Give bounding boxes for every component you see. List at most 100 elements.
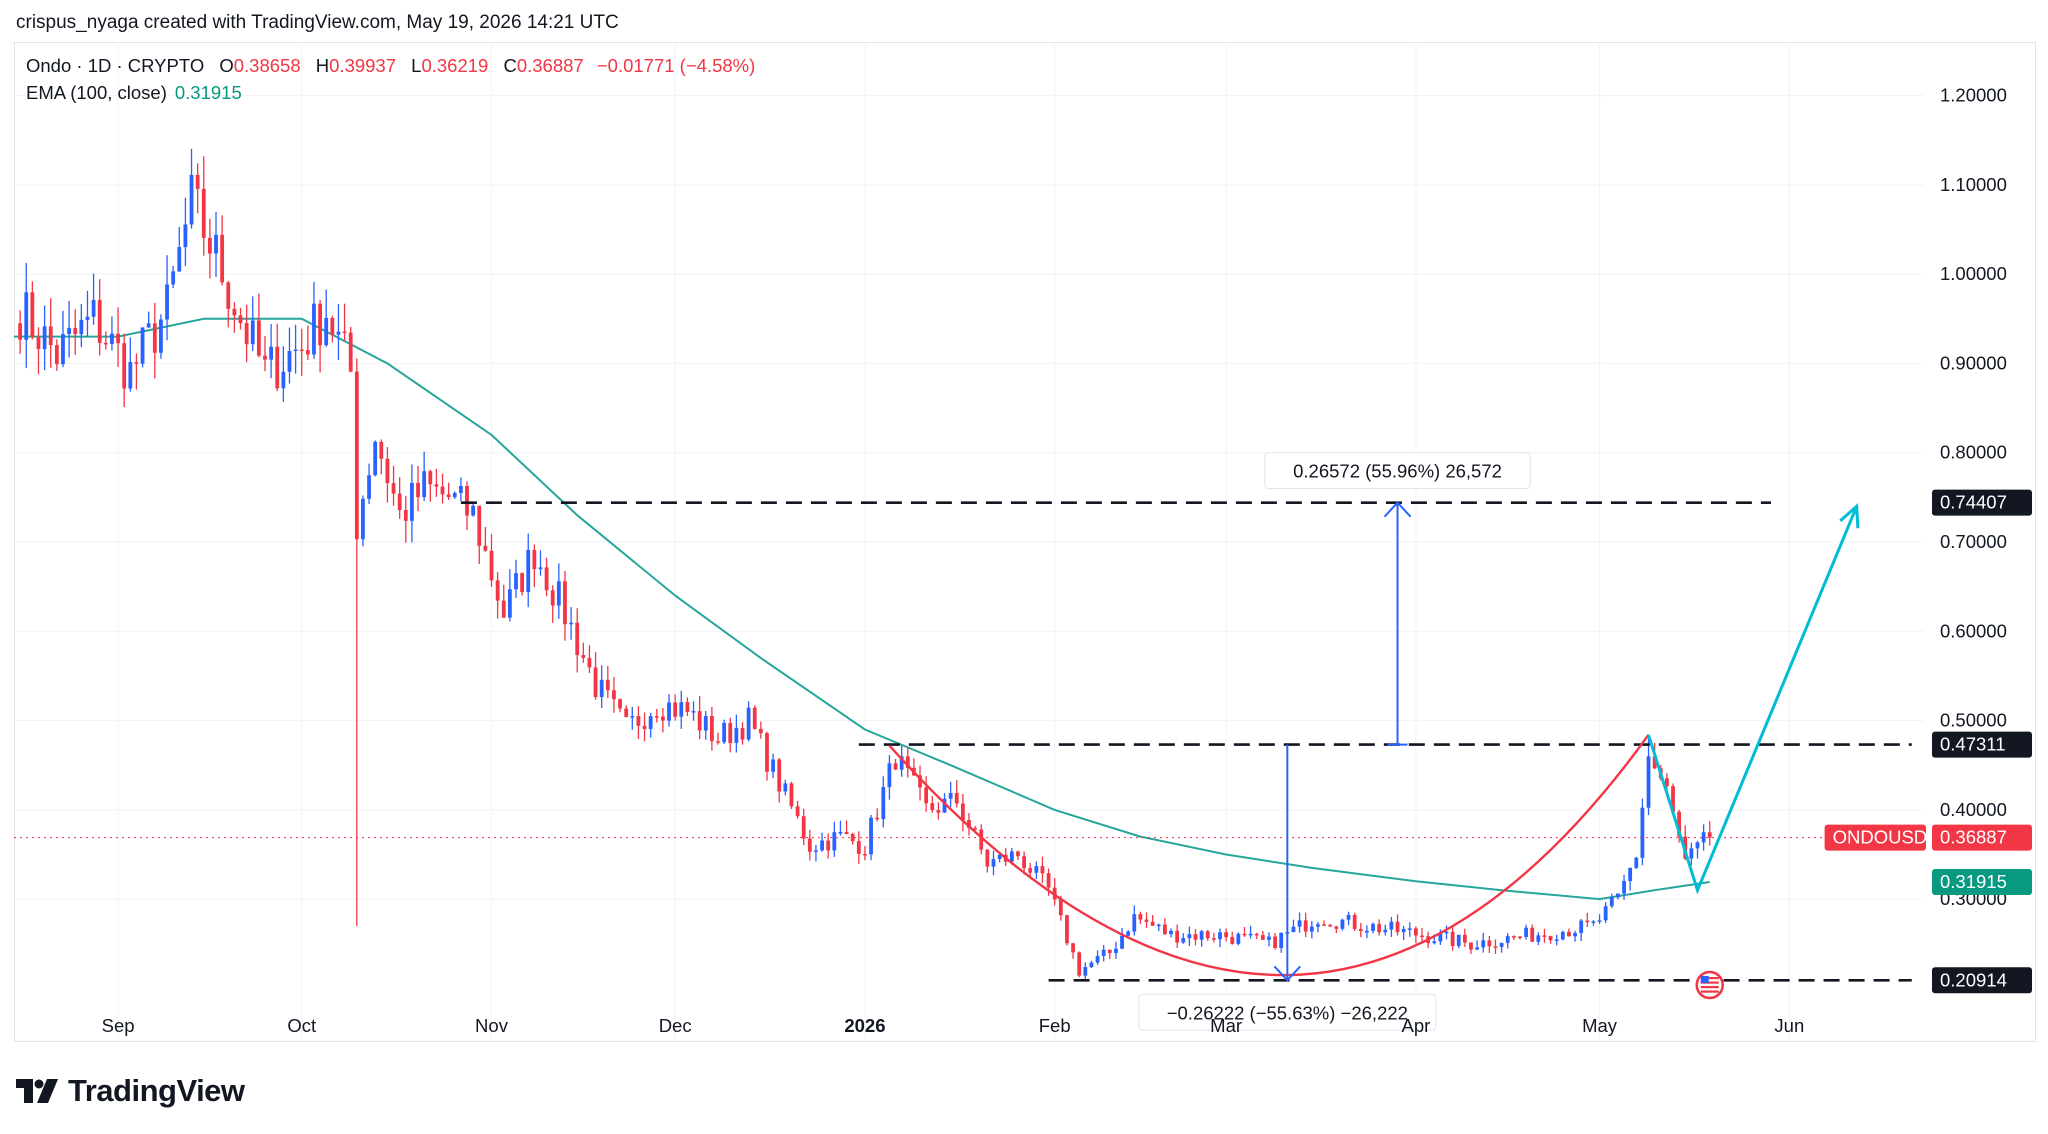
candle-body: [110, 333, 114, 344]
chart-legend: Ondo · 1D · CRYPTO O0.38658 H0.39937 L0.…: [26, 52, 755, 106]
candle-body: [691, 711, 696, 713]
candle-body: [997, 854, 1002, 860]
candle-body: [1132, 914, 1137, 932]
candle-body: [1542, 935, 1547, 937]
candle-body: [1695, 842, 1700, 849]
candle-body: [1303, 920, 1308, 932]
candle-body: [807, 838, 812, 852]
candle-body: [61, 334, 65, 365]
time-axis-layer: Sep Oct Nov Dec 2026 Feb Mar Apr May Jun: [102, 970, 1804, 1036]
candle-body: [936, 810, 941, 813]
candle-body: [1162, 924, 1167, 935]
candle-body: [422, 471, 427, 498]
candle-body: [201, 188, 206, 238]
price-tag-box: [1932, 869, 2032, 896]
candle-body: [263, 355, 267, 360]
candle-body: [716, 741, 720, 743]
candle-body: [960, 803, 965, 820]
price-axis-layer: 1.20000 1.10000 1.00000 0.90000 0.80000 0.700…: [1940, 85, 2007, 910]
candle-body: [336, 331, 341, 335]
candle-body: [556, 581, 561, 606]
candle-body: [18, 323, 23, 340]
candle-body: [501, 600, 506, 618]
candle-body: [1664, 778, 1669, 787]
candle-body: [1083, 967, 1088, 976]
candle-body: [128, 362, 133, 389]
candle-body: [538, 567, 543, 570]
candle-body: [740, 728, 745, 740]
candle-body: [1383, 929, 1388, 933]
drawings-layer: −0.26222 (−55.63%) −26,222 0.26572 (55.96…: [14, 452, 1924, 1031]
measure-down-label: −0.26222 (−55.63%) −26,222: [1138, 993, 1437, 1031]
x-tick-label: Dec: [659, 1015, 692, 1036]
candle-body: [1548, 936, 1553, 941]
legend-symbol[interactable]: Ondo · 1D · CRYPTO: [26, 55, 205, 76]
y-tick-label: 1.00000: [1940, 263, 2007, 284]
y-tick-label: 0.40000: [1940, 799, 2007, 820]
grid-layer: [14, 42, 1924, 1042]
candle-body: [220, 234, 225, 283]
candle-body: [281, 371, 286, 389]
candle-body: [832, 832, 837, 851]
x-tick-label: Oct: [287, 1015, 316, 1036]
candle-body: [985, 849, 990, 867]
candle-body: [1646, 756, 1651, 808]
measure-down-label-text: −0.26222 (−55.63%) −26,222: [1167, 1002, 1408, 1023]
candle-body: [1120, 935, 1124, 949]
candle-body: [1322, 924, 1326, 926]
tradingview-logo[interactable]: TradingView: [16, 1073, 245, 1109]
candle-body: [1279, 932, 1284, 948]
candle-body: [1046, 873, 1051, 888]
candle-body: [1493, 946, 1498, 948]
candle-body: [403, 510, 408, 521]
candle-body: [293, 349, 298, 352]
symbol-name-tag-text: ONDOUSD: [1833, 827, 1928, 848]
candle-body: [814, 850, 818, 852]
legend-low-label: L: [411, 55, 422, 76]
candle-body: [1677, 811, 1682, 837]
candle-body: [746, 707, 751, 740]
candle-body: [1616, 893, 1620, 898]
y-tick-label: 1.20000: [1940, 85, 2007, 106]
legend-ema-row: EMA (100, close) 0.31915: [26, 79, 755, 106]
candle-body: [214, 234, 218, 254]
candle-body: [1432, 941, 1437, 944]
candle-body: [734, 728, 739, 743]
candle-body: [575, 622, 580, 656]
price-tag: 0.36887: [1932, 824, 2032, 851]
candle-body: [973, 828, 978, 830]
candle-body: [97, 299, 102, 343]
candle-body: [899, 756, 904, 770]
candle-body: [924, 787, 929, 804]
candle-body: [103, 342, 108, 345]
candle-body: [514, 573, 518, 590]
candle-body: [520, 573, 525, 593]
candle-body: [948, 792, 953, 799]
candle-body: [844, 832, 849, 834]
candle-body: [1297, 920, 1302, 927]
legend-change: −0.01771 (−4.58%): [596, 55, 756, 76]
candle-body: [1554, 939, 1559, 941]
projection-line: [1647, 505, 1859, 895]
level-price-tag-box: [1932, 489, 2032, 516]
candle-body: [483, 545, 488, 551]
candle-body: [299, 349, 304, 352]
candle-body: [152, 323, 157, 353]
legend-open-value: 0.38658: [233, 55, 301, 76]
legend-ema-label[interactable]: EMA (100, close): [26, 82, 167, 103]
candle-body: [703, 715, 708, 731]
us-flag-icon: [1695, 970, 1724, 1000]
measure-up-label-box: [1264, 452, 1531, 490]
candle-body: [826, 840, 831, 851]
candle-body: [991, 859, 996, 867]
candle-body: [79, 319, 84, 335]
candle-body: [1652, 756, 1657, 769]
candle-body: [771, 759, 776, 772]
candle-body: [471, 505, 476, 516]
price-tag-box: [1932, 824, 2032, 851]
candle-body: [67, 327, 71, 335]
candle-body: [1358, 928, 1363, 932]
candle-body: [1640, 807, 1645, 858]
candle-body: [146, 323, 151, 328]
